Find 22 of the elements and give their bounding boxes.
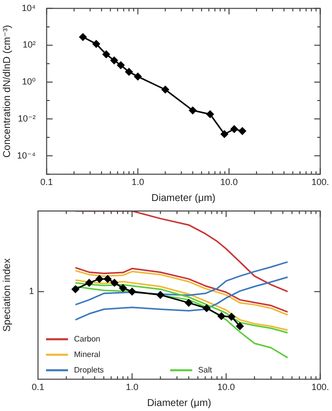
x-axis-title: Diameter (μm) bbox=[147, 398, 212, 409]
legend-label: Mineral bbox=[74, 350, 100, 359]
x-tick-label: 0.1 bbox=[40, 177, 53, 188]
legend-label: Droplets bbox=[74, 365, 104, 374]
y-tick-label: 10⁻⁴ bbox=[16, 150, 36, 160]
y-axis-title: Concentration dN/dlnD (cm⁻³) bbox=[2, 25, 13, 158]
y-tick-label: 10⁰ bbox=[22, 76, 36, 87]
y-tick-label: 10⁻² bbox=[18, 113, 36, 124]
x-tick-label: 100. bbox=[311, 382, 330, 392]
legend-label: Salt bbox=[198, 365, 213, 374]
y-axis-title: Speciation index bbox=[2, 258, 13, 332]
x-tick-label: 100. bbox=[311, 177, 330, 188]
x-tick-label: 1.0 bbox=[132, 177, 144, 188]
x-tick-label: 10.0 bbox=[220, 177, 238, 188]
text: 1 bbox=[28, 286, 34, 296]
x-tick-label: 10.0 bbox=[217, 382, 235, 392]
x-tick-label: 1.0 bbox=[126, 382, 138, 392]
y-tick-label: 10⁴ bbox=[22, 2, 36, 13]
x-axis-title: Diameter (μm) bbox=[151, 192, 216, 204]
y-tick-label: 10² bbox=[22, 40, 36, 50]
x-tick-label: 0.1 bbox=[32, 382, 44, 392]
legend-label: Carbon bbox=[74, 334, 100, 344]
